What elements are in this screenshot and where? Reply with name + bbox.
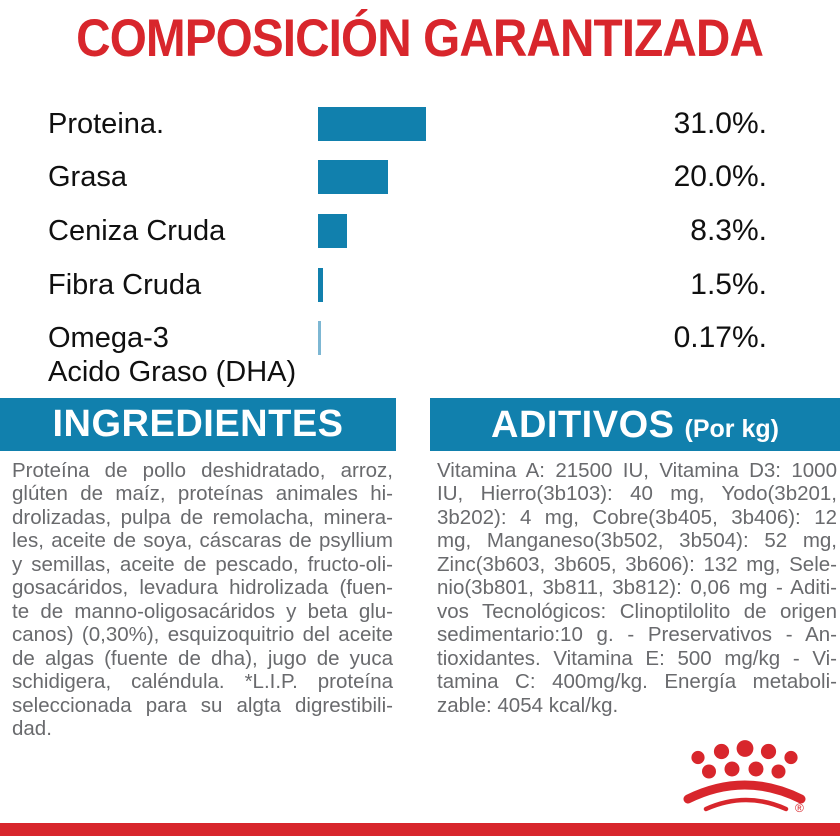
text-line: les, aceite de soya, cáscaras de psylliu… [12,529,393,553]
crown-arc-thin [703,797,789,812]
text-line: canos) (0,30%), esquizoquitrio del aceit… [12,623,393,647]
chart-category-label: Ceniza Cruda [48,214,225,248]
additives-header-banner: ADITIVOS (Por kg) [430,398,840,451]
additives-header-label: ADITIVOS [491,404,675,446]
chart-category-label-line: Proteina. [48,108,165,140]
text-line: IU, Hierro(3b103): 40 mg, Yodo(3b201, [437,482,837,506]
royal-canin-crown-icon: ® [683,740,806,815]
ingredients-header-banner: INGREDIENTES [0,398,396,451]
chart-bar [318,268,324,302]
chart-value-label: 1.5%. [690,268,767,301]
chart-value-label: 8.3%. [690,214,767,247]
chart-category-label-line: Grasa [48,161,127,193]
page-title: COMPOSICIÓN GARANTIZADA [0,8,840,69]
chart-value-label: 20.0%. [673,160,767,193]
text-line: y semillas, aceite de pescado, fructo-ol… [12,552,393,576]
chart-row: Proteina. 31.0%. [0,107,840,141]
chart-bar [318,214,347,248]
chart-category-label-line: Fibra Cruda [48,269,202,301]
text-line: tamina C: 400mg/kg. Energía metaboli- [437,670,837,694]
text-line: dad. [12,716,52,740]
text-line: Zinc(3b603, 3b605, 3b606): 132 mg, Sele- [437,552,837,576]
text-line: de algas (fuente de dha), jugo de yuca [12,646,393,670]
text-line: drolizadas, pulpa de remolacha, minera- [12,505,393,529]
chart-category-label: Grasa [48,160,127,194]
chart-category-label: Proteina. [48,107,164,141]
chart-row: Ceniza Cruda 8.3%. [0,214,840,248]
crown-arc-thick [683,780,806,804]
text-line: mg, Manganeso(3b502, 3b504): 52 mg, [437,529,837,553]
chart-bar [318,107,426,141]
text-line: te de manno-oligosacáridos y beta glu- [12,599,393,623]
chart-category-label-line: Omega-3 [48,322,169,354]
text-line: vos Tecnológicos: Clinoptilolito de orig… [437,599,837,623]
text-line: seleccionada para su algta digrestibili- [12,693,393,717]
chart-category-label: Omega-3 Acido Graso (DHA) [48,321,296,389]
chart-value-label: 31.0%. [673,107,767,140]
chart-value-label: 0.17%. [673,321,767,354]
text-line: schidigera, caléndula. *L.I.P. proteína [12,670,393,694]
text-line: Vitamina A: 21500 IU, Vitamina D3: 1000 [437,459,837,482]
chart-row: Grasa 20.0%. [0,160,840,194]
ingredients-paragraph: Proteína de pollo deshidratado, arroz, gl… [12,459,393,740]
guaranteed-composition-chart: Proteina. 31.0%. Grasa 20.0%. Ceniza Cruda 8.… [0,95,840,395]
chart-bar [318,321,321,355]
chart-category-label-line: Acido Graso (DHA) [48,356,297,388]
text-line: Proteína de pollo deshidratado, arroz, [12,459,393,482]
text-line: zable: 4054 kcal/kg. [437,693,619,717]
text-line: glúten de maíz, proteínas animales hi- [12,482,393,506]
chart-category-label: Fibra Cruda [48,268,201,302]
page-title-text: COMPOSICIÓN GARANTIZADA [76,9,765,68]
text-line: nio(3b801, 3b811, 3b812): 0,06 mg - Adit… [437,576,837,600]
additives-paragraph: Vitamina A: 21500 IU, Vitamina D3: 1000 I… [437,459,837,717]
chart-category-label-line: Ceniza Cruda [48,215,226,247]
chart-row: Omega-3 Acido Graso (DHA) 0.17%. [0,321,840,388]
text-line: gosacáridos, levadura hidrolizada (fuen- [12,576,393,600]
additives-header-suffix: (Por kg) [684,415,779,443]
chart-bar [318,160,388,194]
footer-red-bar [0,823,840,836]
text-line: tioxidantes. Vitamina E: 500 mg/kg - Vi- [437,646,837,670]
chart-row: Fibra Cruda 1.5%. [0,268,840,302]
registered-trademark: ® [795,801,804,815]
ingredients-header-label: INGREDIENTES [52,403,344,445]
text-line: sedimentario:10 g. - Preservativos - An- [437,623,837,647]
text-line: 3b202): 4 mg, Cobre(3b405, 3b406): 12 [437,505,837,529]
